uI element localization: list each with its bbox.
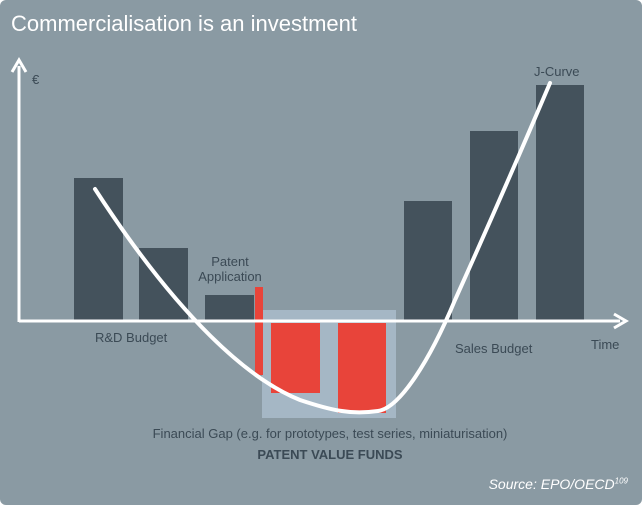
source-superscript: 109 <box>614 476 628 486</box>
sales-budget-bar-1 <box>404 201 452 321</box>
patent-application-label-line2: Application <box>198 269 262 284</box>
sales-budget-bar-3 <box>536 85 584 321</box>
sales-budget-label: Sales Budget <box>455 341 533 356</box>
page-title: Commercialisation is an investment <box>11 11 358 36</box>
rd-budget-label: R&D Budget <box>95 330 168 345</box>
sales-budget-bar-2 <box>470 131 518 321</box>
y-axis-arrowhead <box>10 57 28 73</box>
j-curve-line <box>93 81 552 415</box>
x-axis-label: Time <box>591 337 619 352</box>
financial-gap-bar-2 <box>338 323 386 413</box>
j-curve-label: J-Curve <box>534 64 580 79</box>
financial-gap-bar-1 <box>271 323 320 393</box>
patent-value-funds-label: PATENT VALUE FUNDS <box>257 447 402 462</box>
source-citation: Source: EPO/OECD109 <box>489 476 628 492</box>
x-axis-arrowhead <box>613 312 629 330</box>
financial-gap-thin-bar <box>255 287 263 375</box>
patent-application-bar <box>205 295 254 321</box>
financial-gap-label: Financial Gap (e.g. for prototypes, test… <box>153 426 508 441</box>
source-text: Source: EPO/OECD <box>488 476 615 492</box>
rd-budget-bar-1 <box>74 178 123 321</box>
patent-application-label-line1: Patent <box>211 254 249 269</box>
y-axis-label: € <box>32 72 40 87</box>
